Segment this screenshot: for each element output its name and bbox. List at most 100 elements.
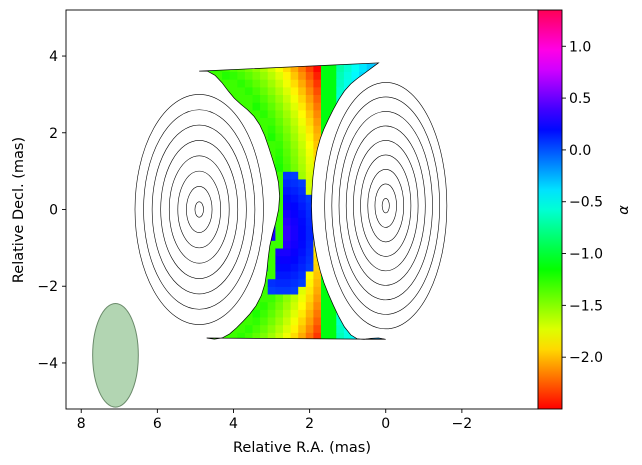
alpha-pixel xyxy=(116,202,124,210)
alpha-pixel xyxy=(328,316,337,326)
alpha-pixel xyxy=(313,71,322,80)
alpha-pixel xyxy=(305,109,314,118)
alpha-pixel xyxy=(435,202,443,210)
alpha-pixel xyxy=(116,125,124,133)
alpha-pixel xyxy=(466,317,474,325)
alpha-pixel xyxy=(428,233,436,241)
alpha-pixel xyxy=(451,309,459,317)
alpha-pixel xyxy=(214,194,223,203)
alpha-pixel xyxy=(290,278,299,287)
alpha-pixel xyxy=(473,194,481,202)
alpha-pixel xyxy=(283,71,292,80)
intensity-contours xyxy=(134,62,448,340)
alpha-pixel xyxy=(176,340,184,348)
alpha-pixel xyxy=(252,217,261,226)
alpha-pixel xyxy=(351,148,360,157)
y-tick-label: 0 xyxy=(49,203,58,219)
alpha-pixel xyxy=(359,293,368,303)
alpha-pixel xyxy=(161,102,169,110)
alpha-pixel xyxy=(305,171,314,180)
alpha-pixel xyxy=(359,71,368,80)
alpha-pixel xyxy=(199,217,208,226)
alpha-pixel xyxy=(366,255,375,264)
alpha-pixel xyxy=(169,309,177,317)
alpha-pixel xyxy=(275,316,284,326)
alpha-pixel xyxy=(298,286,307,295)
alpha-pixel xyxy=(199,132,200,142)
beam-ellipse xyxy=(92,302,139,408)
alpha-pixel xyxy=(252,94,261,103)
alpha-pixel xyxy=(412,279,420,287)
alpha-pixel xyxy=(390,64,398,72)
alpha-pixel xyxy=(428,64,436,72)
alpha-pixel xyxy=(206,178,215,188)
alpha-pixel xyxy=(283,186,292,195)
alpha-pixel xyxy=(176,271,184,279)
alpha-pixel xyxy=(214,178,223,188)
alpha-pixel xyxy=(154,171,162,179)
alpha-pixel xyxy=(290,316,299,326)
alpha-pixel xyxy=(466,225,474,233)
alpha-pixel xyxy=(466,187,474,195)
alpha-pixel xyxy=(473,240,481,248)
alpha-pixel xyxy=(321,340,329,348)
alpha-pixel xyxy=(267,109,276,118)
alpha-pixel xyxy=(382,340,390,348)
alpha-pixel xyxy=(390,340,398,348)
alpha-pixel xyxy=(237,217,246,226)
alpha-pixel xyxy=(405,355,413,363)
alpha-pixel xyxy=(298,155,307,165)
alpha-pixel xyxy=(458,179,466,187)
alpha-pixel xyxy=(473,248,481,256)
alpha-pixel xyxy=(283,355,291,363)
alpha-pixel xyxy=(451,355,459,363)
alpha-pixel xyxy=(222,355,230,363)
alpha-pixel xyxy=(351,102,360,111)
alpha-pixel xyxy=(458,263,466,271)
alpha-pixel xyxy=(123,71,131,79)
contour-line xyxy=(168,155,230,264)
alpha-pixel xyxy=(252,332,261,340)
x-tick: −2 xyxy=(452,409,472,432)
alpha-pixel xyxy=(298,63,307,72)
alpha-pixel xyxy=(336,332,345,340)
alpha-pixel xyxy=(343,125,353,134)
alpha-pixel xyxy=(397,294,405,302)
alpha-pixel xyxy=(305,224,314,234)
alpha-pixel xyxy=(313,348,321,356)
alpha-pixel xyxy=(161,279,169,287)
alpha-pixel xyxy=(336,102,345,111)
alpha-pixel xyxy=(405,279,413,287)
alpha-pixel xyxy=(397,325,405,333)
alpha-pixel xyxy=(313,301,322,310)
alpha-pixel xyxy=(176,140,184,148)
alpha-pixel xyxy=(275,309,284,318)
alpha-pixel xyxy=(169,286,177,294)
alpha-pixel xyxy=(275,209,284,218)
alpha-pixel xyxy=(237,324,246,333)
alpha-pixel xyxy=(123,164,131,172)
alpha-pixel xyxy=(161,148,169,156)
alpha-pixel xyxy=(283,194,292,203)
alpha-pixel xyxy=(381,140,386,149)
alpha-pixel xyxy=(108,125,116,133)
alpha-pixel xyxy=(298,71,307,80)
alpha-pixel xyxy=(199,186,200,195)
alpha-pixel xyxy=(359,255,368,264)
alpha-pixel xyxy=(435,125,443,133)
alpha-pixel xyxy=(473,256,481,264)
alpha-pixel xyxy=(146,279,154,287)
alpha-pixel xyxy=(451,164,459,172)
colorbar-tick: 0.5 xyxy=(562,91,591,107)
alpha-pixel xyxy=(267,94,276,103)
alpha-pixel xyxy=(108,164,116,172)
alpha-pixel xyxy=(123,263,131,271)
alpha-pixel xyxy=(283,240,292,249)
alpha-pixel xyxy=(146,79,154,87)
alpha-pixel xyxy=(313,278,322,287)
alpha-pixel xyxy=(229,132,238,142)
alpha-pixel xyxy=(222,163,231,172)
alpha-pixel xyxy=(222,301,231,310)
alpha-pixel xyxy=(206,209,215,218)
